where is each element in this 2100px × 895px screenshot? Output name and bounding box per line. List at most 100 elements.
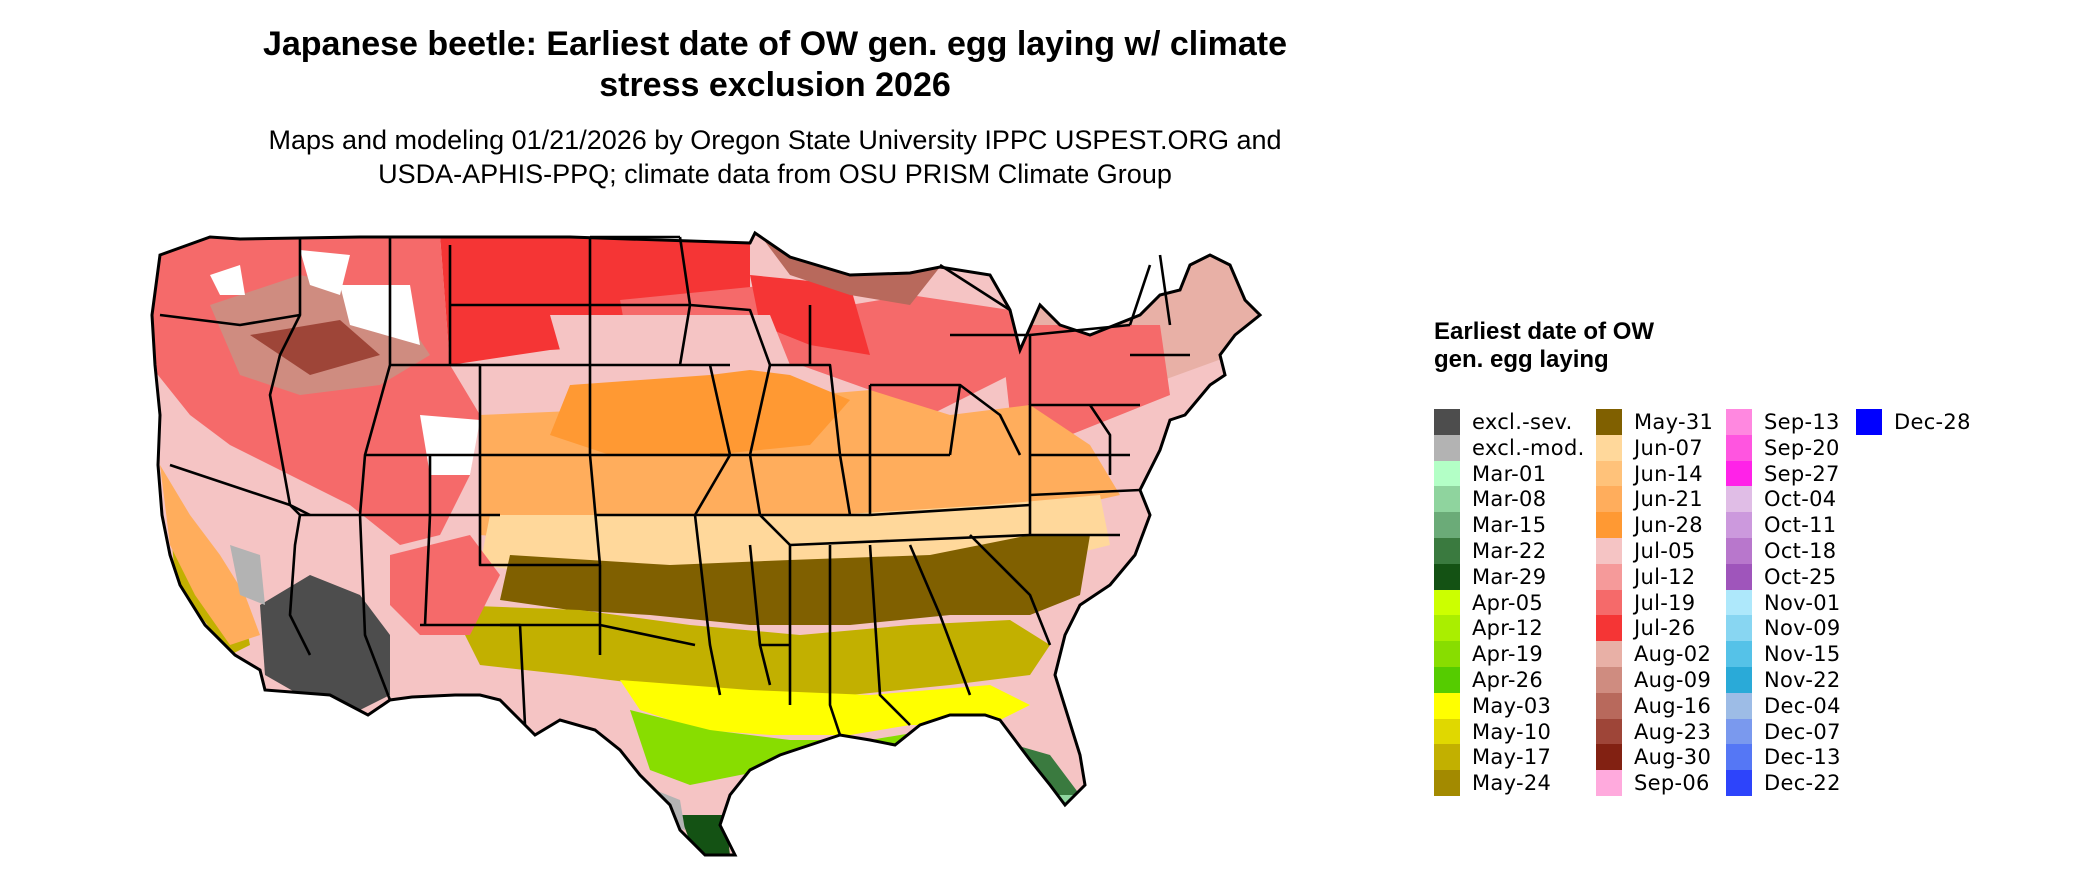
legend-swatch (1596, 641, 1622, 667)
legend-item: Jun-07 (1596, 435, 1703, 461)
legend-item: May-10 (1434, 719, 1551, 745)
zone-snow-ne (210, 265, 245, 295)
legend-swatch (1596, 564, 1622, 590)
legend-item: Nov-09 (1726, 615, 1841, 641)
legend-swatch (1596, 486, 1622, 512)
legend-label: Oct-18 (1764, 539, 1837, 563)
legend-swatch (1434, 744, 1460, 770)
legend-item: Aug-09 (1596, 667, 1711, 693)
legend-swatch (1434, 641, 1460, 667)
legend-swatch (1434, 719, 1460, 745)
legend-item: Jun-14 (1596, 461, 1703, 487)
legend-swatch (1726, 641, 1752, 667)
legend-item: Sep-20 (1726, 435, 1840, 461)
zone-jul-19-ne (1000, 325, 1170, 435)
legend-item: Jun-28 (1596, 512, 1703, 538)
legend-item: Aug-30 (1596, 744, 1711, 770)
legend-item: May-03 (1434, 693, 1551, 719)
zone-excl-sev-sw (260, 575, 390, 715)
legend-label: Jun-14 (1634, 462, 1703, 486)
legend-label: Jul-05 (1634, 539, 1696, 563)
legend: excl.-sev. excl.-mod. Mar-01 Mar-08 Mar-15 Ma… (1434, 409, 2034, 799)
legend-label: Mar-01 (1472, 462, 1547, 486)
legend-item: Jul-19 (1596, 590, 1695, 616)
legend-label: Oct-25 (1764, 565, 1837, 589)
legend-label: May-10 (1472, 720, 1552, 744)
us-phenology-map (150, 231, 1262, 857)
legend-item: May-31 (1596, 409, 1713, 435)
legend-swatch (1726, 590, 1752, 616)
legend-label: May-31 (1634, 410, 1714, 434)
legend-item: Apr-05 (1434, 590, 1543, 616)
zone-jul-05-band (550, 315, 790, 385)
legend-label: Dec-28 (1894, 410, 1971, 434)
legend-swatch (1596, 770, 1622, 796)
legend-swatch (1596, 461, 1622, 487)
legend-item: Dec-28 (1856, 409, 1971, 435)
legend-label: Oct-04 (1764, 487, 1837, 511)
legend-label: May-24 (1472, 771, 1552, 795)
state-boundaries (159, 235, 1190, 736)
legend-item: Apr-12 (1434, 615, 1543, 641)
legend-swatch (1596, 409, 1622, 435)
legend-label: Jul-12 (1634, 565, 1696, 589)
legend-swatch (1726, 693, 1752, 719)
legend-item: Dec-13 (1726, 744, 1841, 770)
legend-item: Mar-15 (1434, 512, 1546, 538)
legend-item: Jul-05 (1596, 538, 1695, 564)
legend-label: excl.-sev. (1472, 410, 1573, 434)
legend-label: Sep-20 (1764, 436, 1840, 460)
legend-swatch (1434, 538, 1460, 564)
legend-label: Aug-23 (1634, 720, 1712, 744)
legend-item: Dec-22 (1726, 770, 1841, 796)
legend-item: Mar-01 (1434, 461, 1546, 487)
legend-item: Apr-26 (1434, 667, 1543, 693)
map-subtitle: Maps and modeling 01/21/2026 by Oregon S… (268, 125, 1282, 189)
legend-item: Jul-12 (1596, 564, 1695, 590)
zone-snow-north (300, 250, 350, 295)
zone-snow-wy (340, 285, 420, 345)
legend-label: May-03 (1472, 694, 1552, 718)
legend-item: Sep-13 (1726, 409, 1840, 435)
zone-snow-co (420, 415, 480, 475)
legend-label: Mar-22 (1472, 539, 1547, 563)
legend-label: Dec-07 (1764, 720, 1841, 744)
legend-title: Earliest date of OW gen. egg laying (1434, 318, 1655, 373)
legend-label: Nov-15 (1764, 642, 1841, 666)
legend-swatch (1596, 435, 1622, 461)
legend-swatch (1596, 693, 1622, 719)
legend-item: Jul-26 (1596, 615, 1695, 641)
legend-label: Jul-26 (1634, 616, 1696, 640)
zone-may-31-belt (500, 535, 1090, 625)
legend-item: Dec-07 (1726, 719, 1841, 745)
legend-item: Jun-21 (1596, 486, 1703, 512)
legend-item: Mar-08 (1434, 486, 1546, 512)
legend-swatch (1434, 693, 1460, 719)
legend-swatch (1434, 590, 1460, 616)
legend-swatch (1596, 615, 1622, 641)
legend-item: Mar-22 (1434, 538, 1546, 564)
legend-swatch (1726, 744, 1752, 770)
legend-swatch (1596, 744, 1622, 770)
legend-item: excl.-mod. (1434, 435, 1585, 461)
legend-swatch (1726, 538, 1752, 564)
legend-label: Mar-08 (1472, 487, 1547, 511)
legend-item: Nov-01 (1726, 590, 1841, 616)
legend-item: Nov-15 (1726, 641, 1841, 667)
zone-ca-orange (160, 465, 260, 645)
legend-label: Dec-04 (1764, 694, 1841, 718)
legend-swatch (1434, 461, 1460, 487)
legend-label: Aug-09 (1634, 668, 1712, 692)
legend-swatch (1596, 719, 1622, 745)
legend-label: Sep-13 (1764, 410, 1840, 434)
legend-swatch (1434, 667, 1460, 693)
legend-item: Aug-23 (1596, 719, 1711, 745)
legend-swatch (1434, 615, 1460, 641)
legend-label: Dec-22 (1764, 771, 1841, 795)
zone-jun-28-band (550, 365, 850, 455)
zone-west-darkbrown (250, 320, 380, 375)
legend-swatch (1434, 512, 1460, 538)
legend-swatch (1726, 512, 1752, 538)
zone-mar-08-fl (1030, 795, 1085, 840)
legend-item: Sep-06 (1596, 770, 1710, 796)
